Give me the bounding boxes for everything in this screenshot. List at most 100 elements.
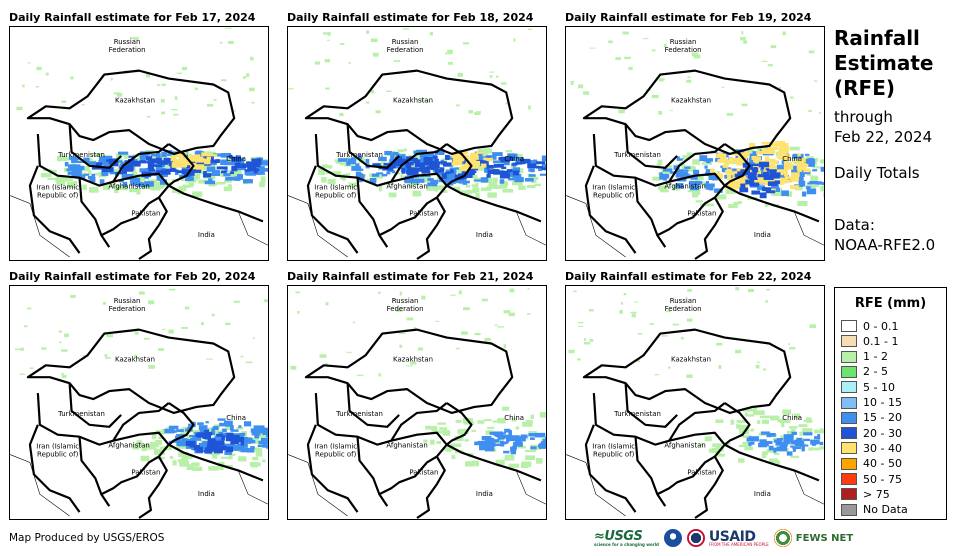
country-label-kazakhstan: Kazakhstan (671, 96, 711, 104)
rainfall-map: Russian Federation Kazakhstan Turkmenistan I… (565, 26, 825, 261)
legend-label: 5 - 10 (863, 380, 895, 394)
legend-item: 1 - 2 (841, 350, 888, 364)
nasa-seal-icon (686, 529, 705, 547)
country-borders (288, 328, 546, 519)
legend-item: 5 - 10 (841, 380, 895, 394)
panel-title: Daily Rainfall estimate for Feb 21, 2024 (287, 270, 534, 283)
country-labels: Russian Federation Kazakhstan Turkmenistan I… (592, 38, 802, 239)
legend-item: 20 - 30 (841, 426, 902, 440)
country-label-india: India (198, 231, 215, 239)
legend-swatch (841, 335, 857, 348)
rfe-legend: RFE (mm) 0 - 0.1 0.1 - 1 1 - 2 2 - 5 5 -… (834, 287, 947, 520)
legend-item: 2 - 5 (841, 365, 888, 379)
panel-title: Daily Rainfall estimate for Feb 18, 2024 (287, 11, 534, 24)
country-label-afghanistan: Afghanistan (386, 183, 427, 191)
country-labels: Russian Federation Kazakhstan Turkmenistan I… (36, 297, 246, 498)
map-credit: Map Produced by USGS/EROS (9, 532, 165, 544)
legend-swatch (841, 396, 857, 409)
usaid-logo: USAID FROM THE AMERICAN PEOPLE (708, 529, 769, 547)
country-label-afghanistan: Afghanistan (108, 183, 149, 191)
rainfall-overlay (290, 288, 546, 469)
legend-swatch (841, 457, 857, 470)
map-canvas: Russian Federation Kazakhstan Turkmenistan I… (288, 28, 546, 260)
legend-label: 2 - 5 (863, 365, 888, 379)
legend-item: 30 - 40 (841, 441, 902, 455)
country-label-india: India (754, 231, 771, 239)
panel-title: Daily Rainfall estimate for Feb 19, 2024 (565, 11, 812, 24)
country-label-afghanistan: Afghanistan (386, 442, 427, 450)
country-borders (566, 69, 824, 260)
country-label-pakistan: Pakistan (687, 209, 716, 217)
legend-swatch (841, 320, 857, 332)
legend-item: 10 - 15 (841, 396, 902, 410)
country-label-india: India (198, 490, 215, 498)
legend-item: 0 - 0.1 (841, 319, 898, 333)
map-canvas: Russian Federation Kazakhstan Turkmenistan I… (10, 27, 268, 260)
country-label-turkmenistan: Turkmenistan (335, 410, 383, 418)
rainfall-map: Russian Federation Kazakhstan Turkmenistan I… (9, 26, 269, 261)
legend-swatch (841, 427, 857, 440)
legend-swatch (841, 473, 857, 485)
country-label-turkmenistan: Turkmenistan (335, 151, 383, 159)
country-label-turkmenistan: Turkmenistan (57, 410, 105, 418)
legend-label: 10 - 15 (863, 396, 902, 409)
country-label-russia: Russian Federation (109, 297, 146, 313)
rfe-title: Rainfall Estimate (RFE) (834, 26, 934, 100)
map-canvas: Russian Federation Kazakhstan Turkmenistan I… (288, 288, 546, 519)
country-label-pakistan: Pakistan (409, 468, 438, 476)
rainfall-map: Russian Federation Kazakhstan Turkmenistan I… (565, 285, 825, 520)
data-source: NOAA-RFE2.0 (834, 236, 936, 254)
country-label-china: China (782, 155, 802, 163)
country-label-iran: Iran (Islamic Republic of) (36, 443, 79, 459)
country-label-afghanistan: Afghanistan (664, 183, 705, 191)
country-label-afghanistan: Afghanistan (664, 442, 705, 450)
country-label-pakistan: Pakistan (131, 209, 160, 217)
country-label-india: India (754, 490, 771, 498)
country-label-afghanistan: Afghanistan (108, 442, 149, 450)
country-labels: Russian Federation Kazakhstan Turkmenistan I… (314, 297, 524, 498)
rainfall-map: Russian Federation Kazakhstan Turkmenistan I… (9, 285, 269, 520)
legend-label: 0.1 - 1 (863, 334, 899, 348)
legend-label: 1 - 2 (863, 350, 888, 364)
country-borders (566, 328, 824, 519)
legend-swatch (841, 350, 857, 363)
legend-item: 50 - 75 (841, 472, 902, 486)
fews-net-globe-icon (773, 529, 792, 547)
usgs-logo: ≈USGS science for a changing world (594, 529, 659, 547)
country-labels: Russian Federation Kazakhstan Turkmenistan I… (314, 38, 524, 239)
panel-title: Daily Rainfall estimate for Feb 22, 2024 (565, 270, 812, 283)
legend-item: No Data (841, 503, 908, 517)
legend-label: 0 - 0.1 (863, 319, 899, 333)
partner-logos: ≈USGS science for a changing world USAID… (594, 527, 853, 549)
country-label-iran: Iran (Islamic Republic of) (592, 443, 635, 459)
rainfall-map: Russian Federation Kazakhstan Turkmenistan I… (287, 26, 547, 261)
country-label-iran: Iran (Islamic Republic of) (314, 184, 357, 200)
country-label-china: China (782, 414, 802, 422)
legend-swatch (841, 365, 857, 378)
country-label-china: China (226, 155, 246, 163)
legend-swatch (841, 442, 857, 455)
country-label-kazakhstan: Kazakhstan (393, 96, 433, 104)
country-label-russia: Russian Federation (665, 297, 702, 313)
legend-label: 50 - 75 (863, 472, 902, 486)
country-label-china: China (226, 414, 246, 422)
country-label-china: China (504, 414, 524, 422)
panel-title: Daily Rainfall estimate for Feb 20, 2024 (9, 270, 256, 283)
country-borders (10, 328, 268, 519)
legend-item: 0.1 - 1 (841, 334, 898, 348)
country-label-iran: Iran (Islamic Republic of) (592, 184, 635, 200)
rainfall-overlay (568, 287, 824, 465)
legend-label: > 75 (863, 487, 890, 501)
country-labels: Russian Federation Kazakhstan Turkmenistan I… (36, 38, 246, 239)
legend-label: 30 - 40 (863, 441, 902, 455)
country-label-turkmenistan: Turkmenistan (613, 151, 661, 159)
map-canvas: Russian Federation Kazakhstan Turkmenistan I… (10, 288, 268, 519)
through-date: Feb 22, 2024 (834, 128, 933, 146)
data-label: Data: (834, 216, 875, 234)
country-label-kazakhstan: Kazakhstan (671, 355, 711, 363)
country-label-turkmenistan: Turkmenistan (613, 410, 661, 418)
country-label-india: India (476, 490, 493, 498)
legend-swatch (841, 381, 857, 394)
country-label-pakistan: Pakistan (131, 468, 160, 476)
country-label-kazakhstan: Kazakhstan (115, 355, 155, 363)
